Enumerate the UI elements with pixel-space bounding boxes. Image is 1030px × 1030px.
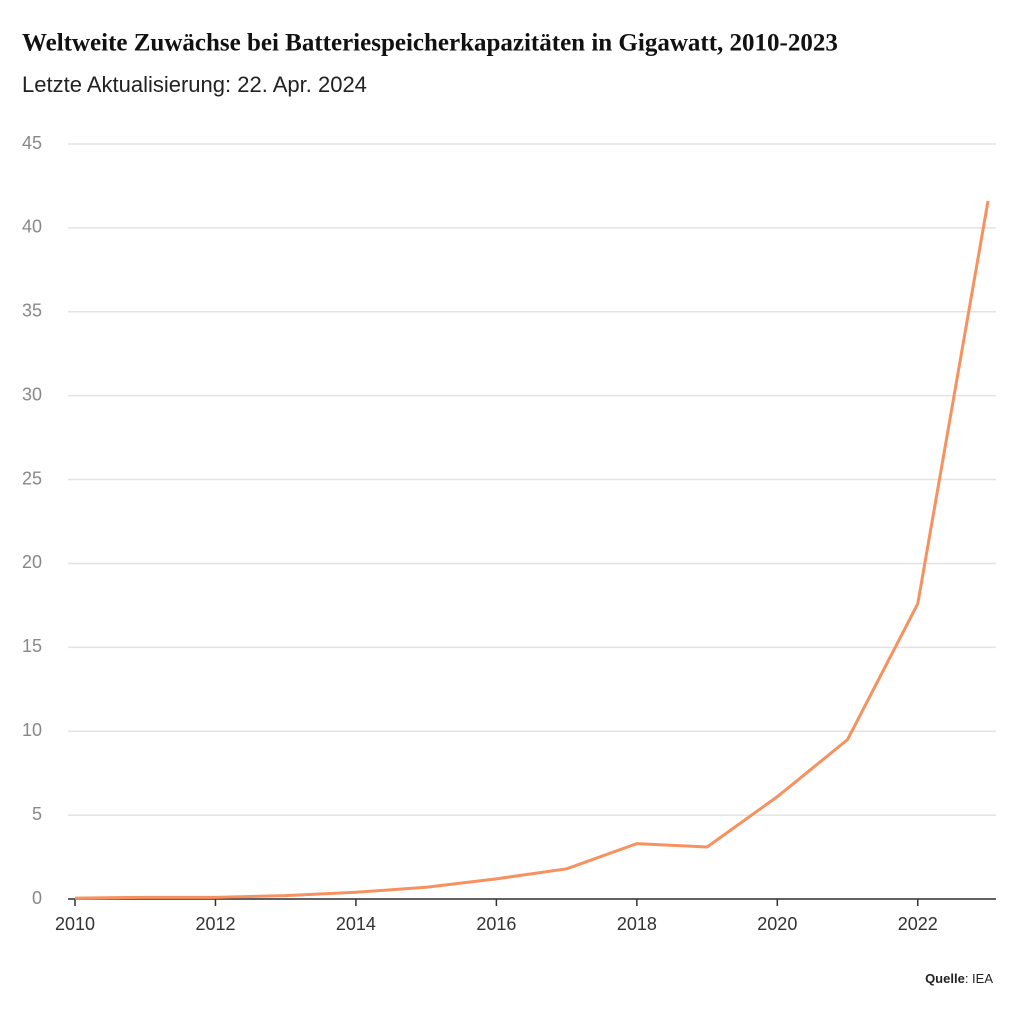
chart-subtitle: Letzte Aktualisierung: 22. Apr. 2024 [22,72,367,97]
chart-title: Weltweite Zuwächse bei Batteriespeicherk… [22,30,838,57]
source-value: : IEA [965,971,994,986]
x-tick-label: 2010 [55,914,95,934]
y-tick-label: 40 [22,217,42,237]
y-tick-label: 25 [22,468,42,488]
source-label: Quelle [925,971,965,986]
x-tick-label: 2012 [195,914,235,934]
y-tick-label: 30 [22,384,42,404]
x-tick-label: 2022 [898,914,938,934]
x-tick-label: 2020 [757,914,797,934]
x-tick-label: 2016 [476,914,516,934]
y-tick-label: 15 [22,636,42,656]
y-tick-label: 10 [22,720,42,740]
y-tick-label: 20 [22,552,42,572]
y-tick-label: 5 [32,804,42,824]
x-tick-label: 2018 [617,914,657,934]
y-tick-label: 0 [32,888,42,908]
y-tick-label: 35 [22,301,42,321]
y-tick-label: 45 [22,133,42,153]
line [74,200,990,900]
source: Quelle: IEA [925,971,993,986]
x-tick-label: 2014 [336,914,376,934]
